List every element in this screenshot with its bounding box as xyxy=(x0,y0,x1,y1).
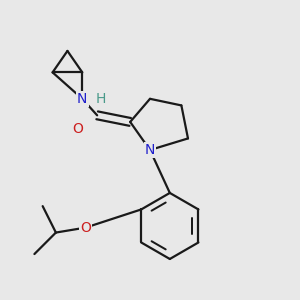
Text: N: N xyxy=(145,143,155,157)
Text: O: O xyxy=(72,122,83,136)
Text: H: H xyxy=(95,92,106,106)
Text: O: O xyxy=(80,220,91,235)
Text: N: N xyxy=(77,92,88,106)
